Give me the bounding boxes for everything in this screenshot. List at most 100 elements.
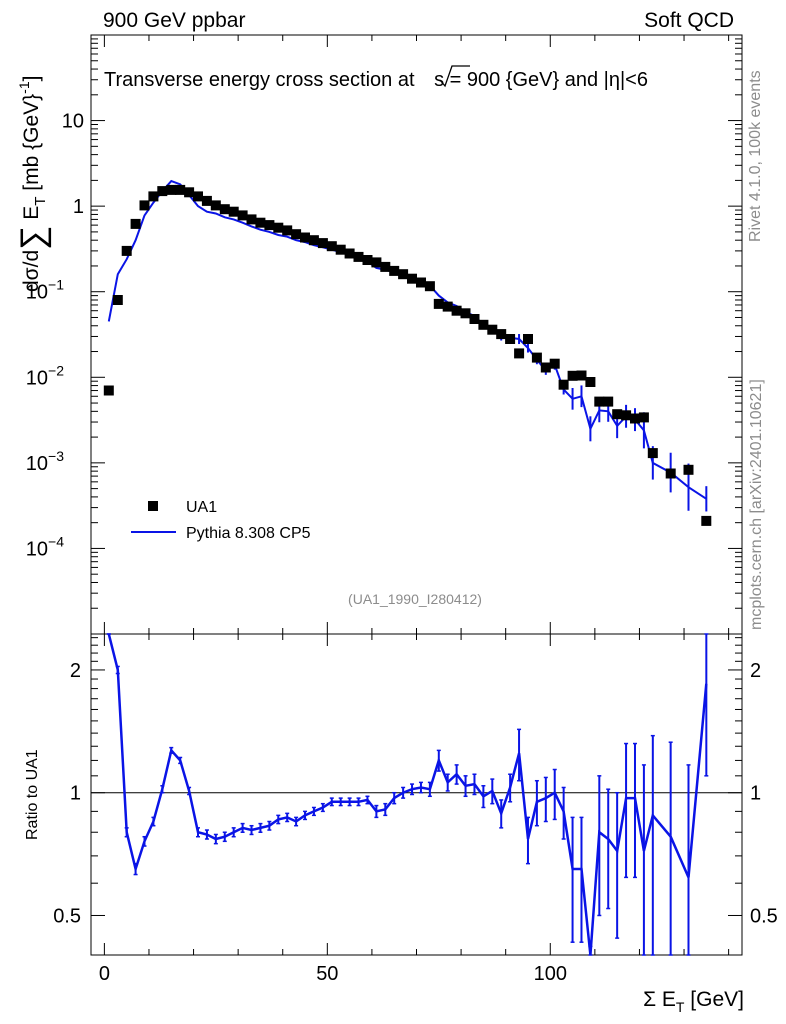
- data-point: [442, 301, 453, 312]
- data-point: [514, 348, 525, 359]
- data-point: [603, 396, 614, 407]
- ratio-tick-label: 1: [70, 783, 81, 805]
- data-point: [344, 248, 355, 259]
- ratio-tick-label-right: 0.5: [750, 905, 778, 927]
- ylabel-e: E: [20, 206, 43, 226]
- y-tick-base: 10: [26, 367, 48, 389]
- data-point: [219, 204, 230, 215]
- data-point: [175, 184, 186, 195]
- data-point: [424, 281, 435, 292]
- data-point: [282, 225, 293, 236]
- data-point: [166, 184, 177, 195]
- data-point: [451, 305, 462, 316]
- data-point: [612, 409, 623, 420]
- y-tick-label: 10−3: [26, 448, 64, 475]
- data-point: [505, 334, 516, 344]
- data-point: [478, 319, 489, 330]
- y-tick-label: 10: [62, 111, 84, 133]
- data-point: [469, 314, 480, 324]
- data-point: [621, 410, 632, 421]
- data-point: [210, 200, 221, 211]
- ratio-tick-label: 0.5: [53, 905, 81, 927]
- data-point: [380, 261, 391, 272]
- data-point: [540, 362, 551, 373]
- ylabel-sum: ∑: [14, 226, 52, 250]
- rivet-label: Rivet 4.1.0, 100k events: [747, 70, 764, 242]
- ylabel-sup: -1: [16, 81, 32, 94]
- y-tick-exponent: −4: [48, 533, 64, 549]
- data-point: [523, 334, 533, 344]
- xlabel-sub: T: [676, 999, 685, 1015]
- data-point: [300, 232, 310, 243]
- data-point: [112, 295, 123, 305]
- chart-title: Transverse energy cross section at s = 9…: [104, 69, 648, 91]
- data-point: [496, 329, 507, 340]
- ratio-panel: 0 50 100 0.5 0.5 1 1 2 2: [53, 633, 778, 985]
- data-point: [531, 352, 542, 363]
- y-tick-label: 1: [73, 196, 84, 218]
- ratio-tick-label-right: 2: [750, 660, 761, 682]
- legend-label-ua1: UA1: [186, 499, 217, 516]
- y-tick-base: 1: [73, 196, 84, 218]
- main-frame: [90, 34, 743, 635]
- y-tick-base: 10: [26, 538, 48, 560]
- ylabel-sub: T: [32, 197, 49, 206]
- data-point: [237, 210, 248, 221]
- data-point: [148, 191, 159, 202]
- data-point: [157, 186, 168, 197]
- ratio-tick-label: 2: [70, 660, 81, 682]
- data-point: [487, 324, 498, 335]
- data-point: [647, 448, 658, 459]
- data-point: [291, 229, 302, 240]
- y-tick-exponent: −2: [48, 362, 64, 378]
- x-tick-label: 50: [316, 963, 338, 985]
- sqrt-symbol: [439, 65, 470, 88]
- data-point: [130, 218, 141, 229]
- data-point: [433, 298, 444, 309]
- y-tick-base: 10: [62, 111, 84, 133]
- y-tick-label: 10−2: [26, 362, 64, 389]
- data-point: [576, 370, 587, 381]
- y-tick-label: 10−4: [26, 533, 64, 560]
- legend: UA1 Pythia 8.308 CP5: [131, 499, 311, 542]
- data-point: [371, 257, 382, 268]
- y-tick-exponent: −1: [48, 277, 64, 293]
- data-point: [389, 265, 400, 276]
- title-part-a: Transverse energy cross section at: [104, 69, 420, 91]
- title-eta: η: [609, 69, 620, 91]
- data-point: [638, 412, 649, 423]
- header-right: Soft QCD: [644, 9, 734, 32]
- data-point: [273, 222, 284, 233]
- data-point: [317, 238, 328, 249]
- legend-label-pythia: Pythia 8.308 CP5: [186, 525, 311, 542]
- data-point: [246, 214, 257, 225]
- ratio-y-axis-label: Ratio to UA1: [24, 749, 41, 840]
- y-tick-label: 10−1: [26, 277, 64, 304]
- y-tick-exponent: −3: [48, 448, 64, 464]
- data-point: [228, 206, 239, 217]
- analysis-id: (UA1_1990_I280412): [348, 591, 482, 607]
- data-point: [585, 377, 596, 387]
- mc-line: [107, 179, 707, 500]
- ylabel-pre: dσ/d: [20, 250, 43, 292]
- data-point: [665, 468, 676, 479]
- data-point: [103, 385, 114, 396]
- data-point: [701, 515, 712, 526]
- ylabel-close: ]: [20, 76, 43, 82]
- data-point: [326, 241, 337, 252]
- data-point: [184, 187, 195, 198]
- data-point: [594, 396, 605, 407]
- x-axis-label: Σ ET [GeV]: [643, 988, 744, 1015]
- mcplots-label: mcplots.cern.ch [arXiv:2401.10621]: [748, 379, 765, 630]
- legend-marker-ua1: [148, 501, 158, 511]
- xlabel-pre: Σ E: [643, 988, 676, 1011]
- ratio-tick-label-right: 1: [750, 783, 761, 805]
- data-point: [549, 358, 560, 369]
- data-point: [567, 370, 578, 381]
- data-point: [255, 217, 266, 228]
- data-point: [139, 200, 150, 211]
- data-point: [353, 251, 364, 262]
- data-point: [416, 277, 426, 288]
